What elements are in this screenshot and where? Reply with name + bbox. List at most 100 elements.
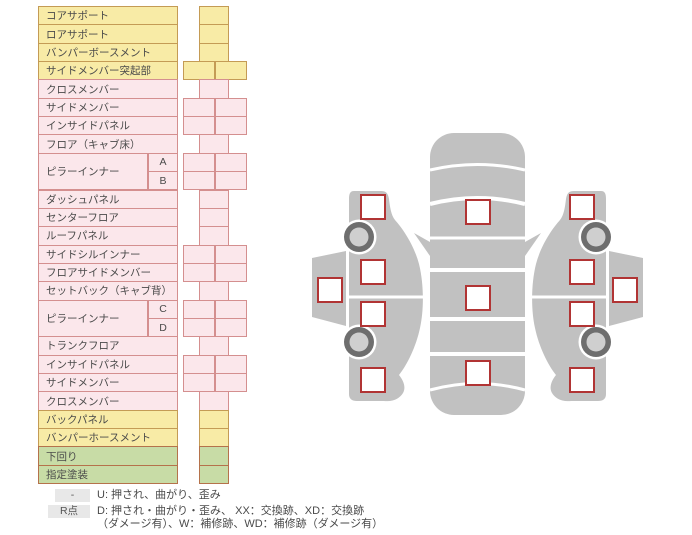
part-label: ピラーインナー [38,152,148,191]
status-cell[interactable] [199,409,229,430]
status-cell[interactable] [199,336,229,356]
status-cell[interactable] [199,226,229,246]
legend-text-rpoint: D: 押され・曲がり・歪み、 XX：交換跡、XD：交換跡 （ダメージ有）、W：補… [97,505,383,532]
status-cell[interactable] [215,61,247,81]
status-cell[interactable] [215,244,247,264]
legend-text-line1: D: 押され・曲がり・歪み、 XX：交換跡、XD：交換跡 [97,504,365,517]
part-label: 指定塗装 [38,464,178,485]
center-car [414,133,541,415]
status-cell[interactable] [215,262,247,283]
status-cell[interactable] [215,317,247,338]
legend-text-line2: （ダメージ有）、W：補修跡、WD：補修跡（ダメージ有） [97,518,384,530]
left-side-panel [312,191,425,402]
part-label: サイドシルインナー [38,244,178,264]
right-mirror-icon [525,233,541,256]
center-car-body [430,133,525,415]
part-label: フロアサイドメンバー [38,262,178,283]
status-cell[interactable] [183,61,215,81]
part-label: クロスメンバー [38,79,178,99]
status-cell[interactable] [199,281,229,301]
check-square[interactable] [569,367,595,393]
status-cell[interactable] [215,171,247,191]
legend: - U: 押され、曲がり、歪み R点 D: 押され・曲がり・歪み、 XX：交換跡… [40,489,383,534]
status-cell[interactable] [199,428,229,448]
status-cell[interactable] [183,116,215,136]
pillar-sub-label: C [148,299,178,319]
part-label: コアサポート [38,6,178,26]
status-cell[interactable] [199,24,229,44]
part-label: セットバック（キャブ背） [38,281,178,301]
status-cell[interactable] [183,373,215,393]
status-cell[interactable] [199,6,229,26]
pillar-sub-label: D [148,317,178,338]
legend-row-rpoint: R点 D: 押され・曲がり・歪み、 XX：交換跡、XD：交換跡 （ダメージ有）、… [40,504,383,532]
check-square[interactable] [465,199,491,225]
right-side-panel [530,191,643,402]
check-square[interactable] [569,259,595,285]
status-cell[interactable] [199,464,229,485]
check-square[interactable] [360,259,386,285]
wheel-hub [349,227,369,247]
part-label: バンパーホースメント [38,428,178,448]
status-cell[interactable] [199,42,229,63]
check-square[interactable] [360,301,386,327]
part-label: サイドメンバー突起部 [38,61,178,81]
part-label: サイドメンバー [38,97,178,118]
status-cell[interactable] [199,79,229,99]
part-label: フロア（キャブ床） [38,134,178,154]
check-square[interactable] [569,194,595,220]
status-cell[interactable] [215,299,247,319]
part-label: 下回り [38,446,178,466]
pillar-sub-label: A [148,152,178,173]
pillar-sub-label: B [148,171,178,191]
center-squares [465,199,491,386]
status-cell[interactable] [199,189,229,209]
status-cell[interactable] [183,354,215,374]
status-cell[interactable] [183,244,215,264]
part-label: クロスメンバー [38,391,178,411]
status-cell[interactable] [199,207,229,228]
part-label: ロアサポート [38,24,178,44]
part-label: トランクフロア [38,336,178,356]
wheel-hub [586,332,606,352]
status-cell[interactable] [215,373,247,393]
legend-badge-rpoint: R点 [48,504,90,518]
part-label: バックパネル [38,409,178,430]
status-cell[interactable] [215,354,247,374]
wheel-hub [349,332,369,352]
status-cell[interactable] [199,391,229,411]
check-square[interactable] [360,194,386,220]
status-cell[interactable] [215,97,247,118]
check-square[interactable] [317,277,343,303]
status-cell[interactable] [183,262,215,283]
part-label: ピラーインナー [38,299,148,338]
check-square[interactable] [465,360,491,386]
part-label: バンパーボースメント [38,42,178,63]
check-square[interactable] [360,367,386,393]
status-cell[interactable] [183,317,215,338]
part-label: センターフロア [38,207,178,228]
check-square[interactable] [569,301,595,327]
legend-badge-minus: - [55,489,90,502]
part-label: サイドメンバー [38,373,178,393]
check-square[interactable] [612,277,638,303]
status-cell[interactable] [183,171,215,191]
legend-row-u: - U: 押され、曲がり、歪み [40,489,383,503]
left-mirror-icon [414,233,430,256]
legend-text-u: U: 押され、曲がり、歪み [97,489,221,501]
part-label: インサイドパネル [38,354,178,374]
status-cell[interactable] [183,299,215,319]
check-square[interactable] [465,285,491,311]
status-cell[interactable] [215,116,247,136]
windshield-line [429,196,526,206]
status-cell[interactable] [183,152,215,173]
status-cell[interactable] [215,152,247,173]
status-cell[interactable] [199,446,229,466]
wheel-hub [586,227,606,247]
status-cell[interactable] [183,97,215,118]
status-cell[interactable] [199,134,229,154]
part-label: ダッシュパネル [38,189,178,209]
